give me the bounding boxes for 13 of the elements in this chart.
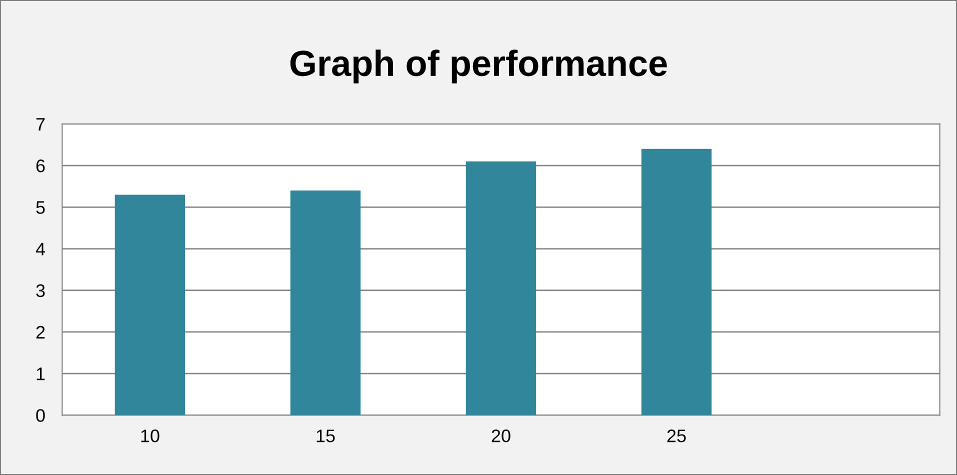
y-tick-label: 4 [36,242,46,256]
y-tick-label: 3 [36,284,45,298]
y-tick-label: 6 [36,160,45,172]
y-tick-label: 5 [36,201,45,214]
x-tick-label: 10 [141,430,160,442]
y-tick-label: 0 [36,409,45,422]
y-tick-label: 2 [36,326,45,338]
x-tick-label: 20 [492,430,510,442]
y-tick-label: 7 [36,118,45,131]
chart-title: Graph of performance [290,50,667,84]
x-tick-label: 25 [667,430,686,442]
x-tick-label: 15 [316,430,335,442]
y-tick-label: 1 [36,368,45,380]
